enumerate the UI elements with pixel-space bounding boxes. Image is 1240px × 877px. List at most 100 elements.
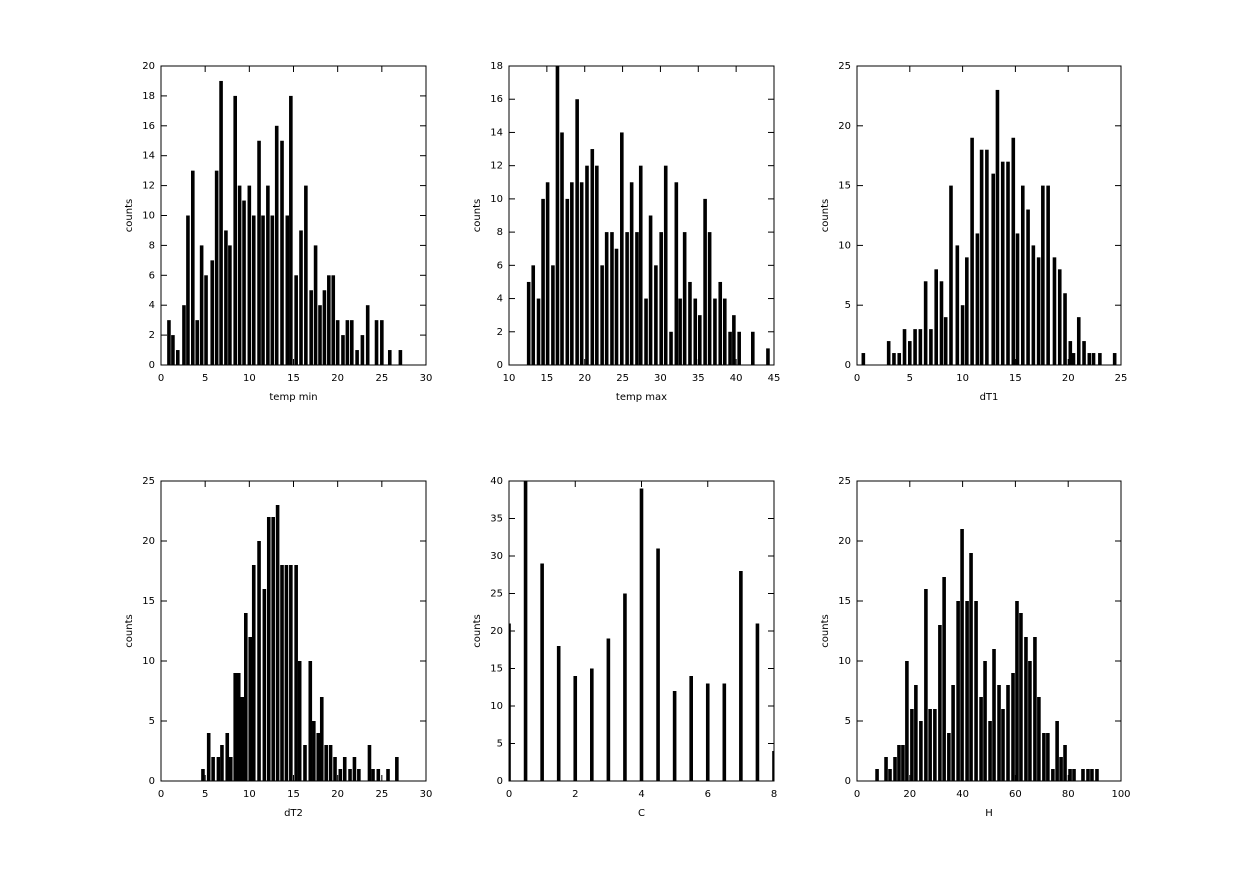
y-tick-label: 8 [149, 240, 155, 251]
bar [1015, 601, 1019, 781]
bar [614, 248, 619, 365]
x-tick-label: 10 [956, 373, 969, 384]
bar [565, 198, 570, 365]
bar [1081, 769, 1085, 781]
bar [942, 577, 946, 781]
bar [322, 290, 327, 365]
x-tick-label: 5 [907, 373, 913, 384]
bar [979, 697, 983, 781]
bar [274, 125, 279, 365]
y-tick-label: 5 [845, 300, 851, 311]
bar [386, 769, 390, 781]
bar [556, 646, 561, 781]
bar [350, 320, 354, 365]
bar [766, 348, 770, 365]
bar [951, 685, 955, 781]
y-tick-label: 12 [490, 161, 503, 172]
bar [387, 350, 392, 365]
plot-frame [160, 480, 427, 782]
bar [772, 751, 774, 781]
bar [1076, 317, 1081, 365]
bar [625, 232, 629, 365]
bar [297, 661, 302, 781]
x-axis-label: C [638, 808, 645, 819]
bar [901, 745, 905, 781]
y-tick-label: 6 [497, 260, 503, 271]
x-tick-label: 25 [1115, 373, 1128, 384]
bar [237, 185, 242, 365]
bar [707, 232, 712, 365]
y-tick-label: 15 [490, 664, 503, 675]
y-tick-label: 25 [838, 61, 851, 72]
bar [654, 265, 658, 365]
y-tick-label: 25 [838, 476, 851, 487]
bar [1072, 769, 1076, 781]
bar [371, 769, 375, 781]
bar [913, 329, 917, 365]
bar [590, 668, 594, 781]
x-tick-label: 6 [705, 789, 711, 800]
bar [1086, 769, 1090, 781]
bar [1006, 161, 1010, 365]
bar [214, 170, 219, 365]
bar [914, 685, 918, 781]
bar [509, 623, 511, 781]
bar [1037, 697, 1041, 781]
bar [956, 601, 960, 781]
bar [1026, 209, 1030, 365]
x-tick-label: 10 [503, 373, 516, 384]
x-axis-label: temp min [269, 392, 317, 403]
y-tick-label: 10 [490, 701, 503, 712]
bar [923, 281, 928, 365]
y-axis-label: counts [820, 614, 831, 647]
x-tick-label: 0 [158, 373, 164, 384]
bar [228, 245, 232, 365]
x-tick-label: 10 [243, 373, 256, 384]
x-tick-label: 15 [1009, 373, 1022, 384]
bar [629, 182, 634, 365]
bar [206, 733, 211, 781]
y-tick-label: 2 [149, 330, 155, 341]
bar [1063, 293, 1067, 365]
y-tick-label: 14 [142, 151, 155, 162]
bar [1091, 353, 1096, 365]
bar [284, 565, 289, 781]
bar [919, 721, 923, 781]
bar [303, 745, 307, 781]
x-tick-label: 2 [572, 789, 578, 800]
y-tick-label: 20 [838, 121, 851, 132]
bar [620, 132, 624, 365]
bar [536, 298, 541, 365]
bar [380, 320, 384, 365]
y-tick-label: 30 [490, 551, 503, 562]
y-tick-label: 10 [838, 240, 851, 251]
bar [309, 290, 313, 365]
x-tick-label: 25 [616, 373, 629, 384]
bar [992, 649, 996, 781]
bar [722, 683, 727, 781]
bar [551, 265, 555, 365]
bar [648, 215, 653, 365]
x-tick-label: 10 [243, 789, 256, 800]
y-tick-label: 2 [497, 327, 503, 338]
bar [195, 320, 200, 365]
y-tick-label: 20 [490, 626, 503, 637]
bar [167, 320, 171, 365]
bar [1057, 269, 1062, 365]
bar [875, 769, 879, 781]
bar [682, 232, 687, 365]
y-tick-label: 15 [838, 181, 851, 192]
bar [360, 335, 365, 365]
y-tick-label: 15 [142, 596, 155, 607]
bars [201, 505, 399, 781]
bar [1006, 685, 1010, 781]
y-tick-label: 5 [497, 739, 503, 750]
bar [374, 320, 379, 365]
bar [635, 232, 639, 365]
bar [928, 709, 932, 781]
bar [1028, 661, 1032, 781]
bar [271, 517, 275, 781]
bar [257, 541, 261, 781]
bar [1051, 769, 1055, 781]
bar [233, 95, 237, 365]
